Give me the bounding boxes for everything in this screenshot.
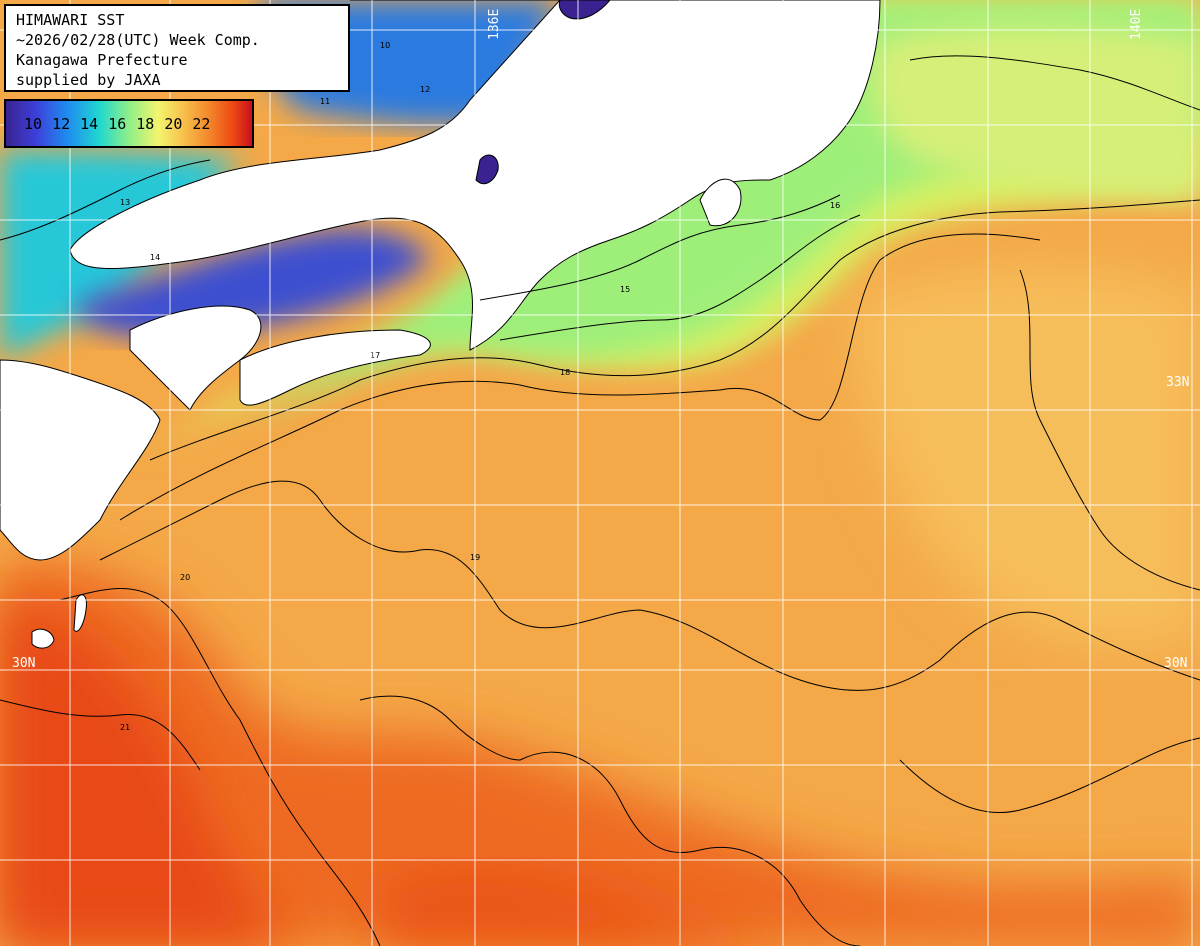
contour-17-line bbox=[149, 199, 1200, 461]
lat-label-upper-right: 33N bbox=[1166, 375, 1189, 390]
land-izu bbox=[699, 178, 742, 227]
contour-19-line bbox=[99, 480, 1200, 691]
contour-label-12: 12 bbox=[420, 85, 430, 94]
color-legend: 10 12 14 16 18 20 22 bbox=[4, 99, 254, 148]
sea-warm-south bbox=[0, 560, 1200, 946]
legend-label-20: 20 bbox=[164, 115, 183, 133]
lat-label-lower-right: 30N bbox=[1164, 656, 1187, 671]
sst-contours bbox=[0, 55, 1200, 946]
legend-label-14: 14 bbox=[80, 115, 99, 133]
contour-21-line bbox=[0, 699, 201, 771]
title-line-3: Kanagawa Prefecture bbox=[16, 51, 188, 69]
contour-label-21: 21 bbox=[120, 723, 130, 732]
legend-labels: 10 12 14 16 18 20 22 bbox=[24, 115, 210, 133]
title-box: HIMAWARI SST ~2026/02/28(UTC) Week Comp.… bbox=[4, 4, 350, 92]
sea-hot-south bbox=[380, 865, 800, 946]
title-line-2: ~2026/02/28(UTC) Week Comp. bbox=[16, 31, 260, 49]
contour-label-16: 16 bbox=[830, 201, 840, 210]
land-kii bbox=[239, 329, 431, 406]
lon-label-left: 136E bbox=[487, 9, 502, 40]
contour-label-15: 15 bbox=[620, 285, 630, 294]
title-line-4: supplied by JAXA bbox=[16, 71, 161, 89]
contour-label-18: 18 bbox=[560, 368, 570, 377]
legend-label-10: 10 bbox=[24, 115, 43, 133]
contour-16-line bbox=[499, 214, 861, 341]
contour-label-14: 14 bbox=[150, 253, 160, 262]
contour-label-17: 17 bbox=[370, 351, 380, 360]
contour-15-line bbox=[479, 194, 841, 301]
land-sado bbox=[475, 154, 499, 185]
land-yakushima bbox=[31, 628, 55, 649]
title-line-1: HIMAWARI SST bbox=[16, 11, 125, 29]
contour-northeast-17-line bbox=[909, 55, 1200, 111]
contour-label-10: 10 bbox=[380, 41, 390, 50]
contour-east-19-line bbox=[1019, 269, 1200, 591]
legend-color-bar bbox=[6, 101, 252, 146]
legend-label-22: 22 bbox=[192, 115, 211, 133]
lon-label-right: 140E bbox=[1129, 9, 1144, 40]
legend-label-12: 12 bbox=[52, 115, 71, 133]
contour-20-line bbox=[59, 588, 381, 946]
sea-yellow-northeast bbox=[872, 25, 1200, 200]
contour-20b-line bbox=[359, 695, 861, 946]
contour-south-19-line bbox=[899, 737, 1200, 814]
land-north-islet bbox=[558, 0, 611, 20]
legend-label-18: 18 bbox=[136, 115, 155, 133]
contour-northwest-13-line bbox=[0, 159, 211, 241]
contour-label-20: 20 bbox=[180, 573, 190, 582]
legend-label-16: 16 bbox=[108, 115, 127, 133]
lat-label-lower-left: 30N bbox=[12, 656, 35, 671]
sea-inland-blue bbox=[80, 229, 430, 339]
sea-pale-east bbox=[850, 268, 1200, 648]
contour-18-line bbox=[119, 233, 1041, 521]
contour-label-13: 13 bbox=[120, 198, 130, 207]
contour-label-11: 11 bbox=[320, 97, 330, 106]
